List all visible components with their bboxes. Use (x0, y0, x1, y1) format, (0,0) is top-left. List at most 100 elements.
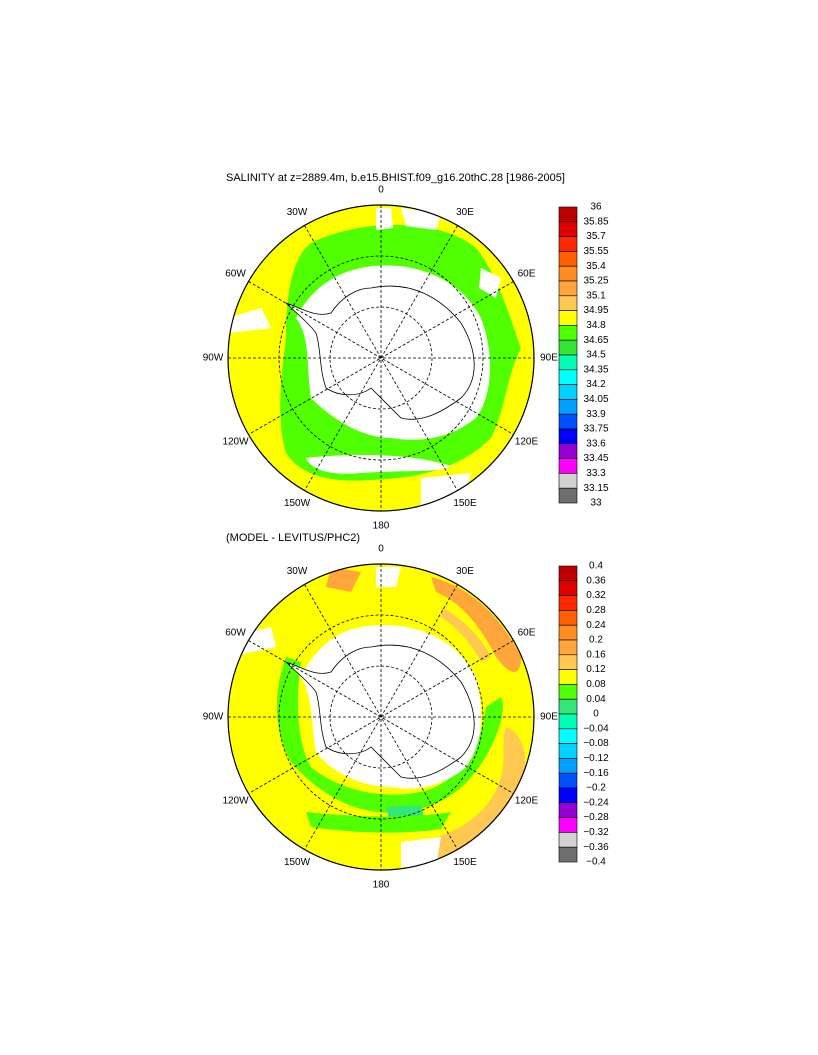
longitude-label: 120W (222, 437, 249, 448)
colorbar-label: 0.08 (586, 679, 606, 690)
colorbar-label: 35.85 (583, 216, 608, 227)
colorbar-label: 34.2 (586, 379, 606, 390)
colorbar-box (558, 473, 578, 489)
longitude-label: 90E (540, 712, 558, 723)
colorbar-label: 0.04 (586, 694, 606, 705)
longitude-label: 90E (540, 353, 558, 364)
colorbar-box (558, 565, 578, 582)
colorbar-box (558, 443, 578, 459)
colorbar-box (558, 265, 578, 282)
colorbar-box (558, 580, 578, 596)
colorbar-box (558, 384, 578, 400)
colorbar-label: 35.55 (583, 246, 608, 257)
longitude-label: 150W (284, 857, 311, 868)
longitude-label: 30W (287, 207, 308, 218)
colorbar-label: 33.6 (586, 438, 606, 449)
longitude-label: 0 (378, 544, 384, 555)
colorbar-label: −0.4 (586, 857, 606, 868)
colorbar-box (558, 221, 578, 237)
colorbar-label: 35.7 (586, 231, 606, 242)
longitude-label: 120E (515, 796, 539, 807)
longitude-label: 150W (284, 498, 311, 509)
salinity-map (227, 204, 535, 512)
longitude-label: 120W (222, 796, 249, 807)
colorbar-label: 0.4 (589, 561, 603, 572)
colorbar-label: −0.2 (586, 783, 606, 794)
colorbar-label: −0.28 (583, 812, 609, 823)
colorbar-label: 34.65 (583, 335, 608, 346)
colorbar-box (558, 610, 578, 626)
colorbar-box (558, 280, 578, 297)
colorbar-label: 0.12 (586, 664, 606, 675)
colorbar-box (558, 295, 578, 311)
colorbar-label: 0.16 (586, 649, 606, 660)
colorbar-box (558, 339, 578, 356)
colorbar-label: 36 (590, 202, 602, 213)
longitude-label: 90W (203, 712, 224, 723)
colorbar-box (558, 832, 578, 848)
longitude-label: 150E (453, 857, 477, 868)
colorbar-label: 0.24 (586, 620, 606, 631)
colorbar-box (558, 772, 578, 789)
colorbar-label: 35.4 (586, 261, 606, 272)
longitude-label: 30W (287, 566, 308, 577)
colorbar-label: 33.3 (586, 468, 606, 479)
colorbar-box (558, 669, 578, 685)
colorbar-label: −0.32 (583, 827, 609, 838)
colorbar-box (558, 728, 578, 744)
colorbar-box (558, 787, 578, 804)
colorbar-label: 0.32 (586, 590, 606, 601)
colorbar-label: −0.16 (583, 768, 609, 779)
colorbar-label: 0.2 (589, 635, 603, 646)
longitude-label: 0 (378, 185, 384, 196)
longitude-label: 90W (203, 353, 224, 364)
colorbar-box (558, 639, 578, 656)
colorbar-label: 0.36 (586, 575, 606, 586)
colorbar-box (558, 413, 578, 430)
panel-title: SALINITY at z=2889.4m, b.e15.BHIST.f09_g… (226, 172, 565, 184)
colorbar-box (558, 251, 578, 267)
colorbar-box (558, 654, 578, 670)
colorbar-box (558, 624, 578, 641)
longitude-label: 60E (518, 628, 536, 639)
colorbar-label: 0.28 (586, 605, 606, 616)
colorbar-label: 34.8 (586, 320, 606, 331)
colorbar-box (558, 817, 578, 833)
colorbar-label: 34.05 (583, 394, 608, 405)
colorbar-box (558, 325, 578, 341)
colorbar-box (558, 846, 578, 863)
colorbar-box (558, 458, 578, 474)
colorbar-label: 34.5 (586, 350, 606, 361)
colorbar-label: −0.12 (583, 753, 609, 764)
longitude-label: 60E (518, 269, 536, 280)
colorbar-box (558, 684, 578, 700)
colorbar-label: −0.08 (583, 738, 609, 749)
colorbar-box (558, 206, 578, 223)
colorbar-label: −0.24 (583, 797, 609, 808)
colorbar-label: 35.1 (586, 290, 606, 301)
colorbar-label: 33.45 (583, 453, 608, 464)
panel-title: (MODEL - LEVITUS/PHC2) (226, 532, 360, 544)
colorbar-label: 34.95 (583, 305, 608, 316)
colorbar-box (558, 487, 578, 504)
colorbar-box (558, 310, 578, 326)
colorbar-box (558, 236, 578, 252)
colorbar-label: 34.35 (583, 364, 608, 375)
colorbar-label: −0.36 (583, 842, 609, 853)
longitude-label: 180 (373, 521, 390, 532)
longitude-label: 150E (453, 498, 477, 509)
colorbar-label: 35.25 (583, 276, 608, 287)
longitude-label: 30E (456, 207, 474, 218)
colorbar-box (558, 428, 578, 445)
longitude-label: 60W (225, 628, 246, 639)
colorbar-box (558, 743, 578, 759)
longitude-label: 120E (515, 437, 539, 448)
colorbar-label: 33.9 (586, 409, 606, 420)
longitude-label: 180 (373, 880, 390, 891)
longitude-label: 30E (456, 566, 474, 577)
colorbar-box (558, 713, 578, 730)
colorbar-box (558, 802, 578, 818)
colorbar-label: 33 (590, 498, 602, 509)
colorbar-box (558, 595, 578, 611)
